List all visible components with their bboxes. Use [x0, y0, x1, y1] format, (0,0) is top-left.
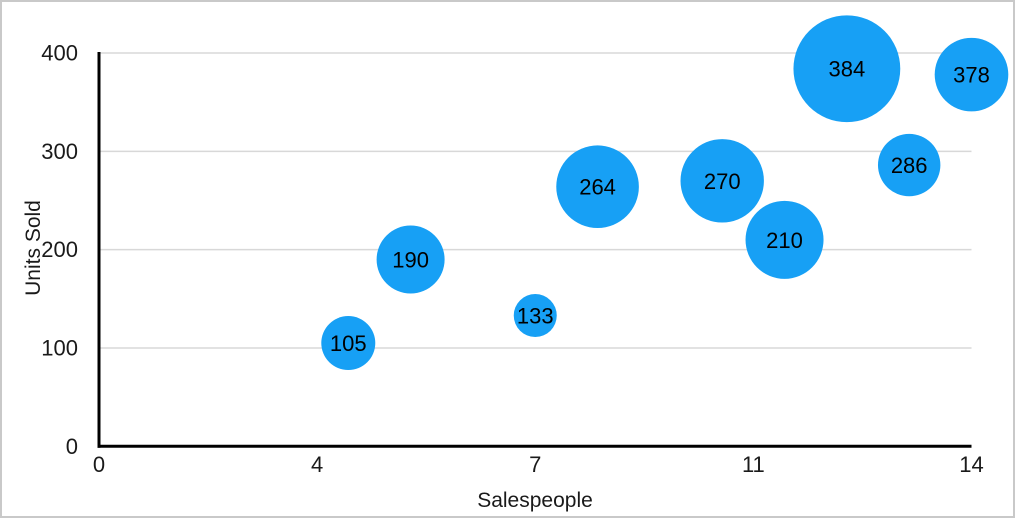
bubble[interactable] — [376, 225, 445, 294]
y-tick-label: 400 — [41, 41, 78, 66]
y-axis-title: Units Sold — [22, 200, 45, 296]
x-tick-label: 7 — [529, 452, 541, 477]
bubble[interactable] — [680, 139, 764, 223]
y-tick-label: 0 — [66, 434, 78, 459]
tick-labels-layer: 0 100 200 300 400 0 4 7 11 14 — [41, 41, 983, 478]
y-tick-label: 200 — [41, 237, 78, 262]
bubble[interactable] — [793, 15, 901, 123]
x-tick-label: 4 — [311, 452, 323, 477]
x-tick-label: 0 — [93, 452, 105, 477]
bubble[interactable] — [321, 316, 376, 371]
axes-layer — [97, 52, 972, 448]
x-axis-title: Salespeople — [477, 489, 593, 512]
bubble[interactable] — [513, 294, 557, 338]
y-tick-label: 100 — [41, 335, 78, 360]
y-tick-label: 300 — [41, 139, 78, 164]
bubble[interactable] — [934, 37, 1009, 112]
x-tick-label: 14 — [959, 452, 983, 477]
bubble[interactable] — [556, 145, 639, 229]
x-tick-label: 11 — [742, 452, 765, 477]
bubble[interactable] — [745, 200, 824, 279]
bubble[interactable] — [877, 133, 941, 197]
